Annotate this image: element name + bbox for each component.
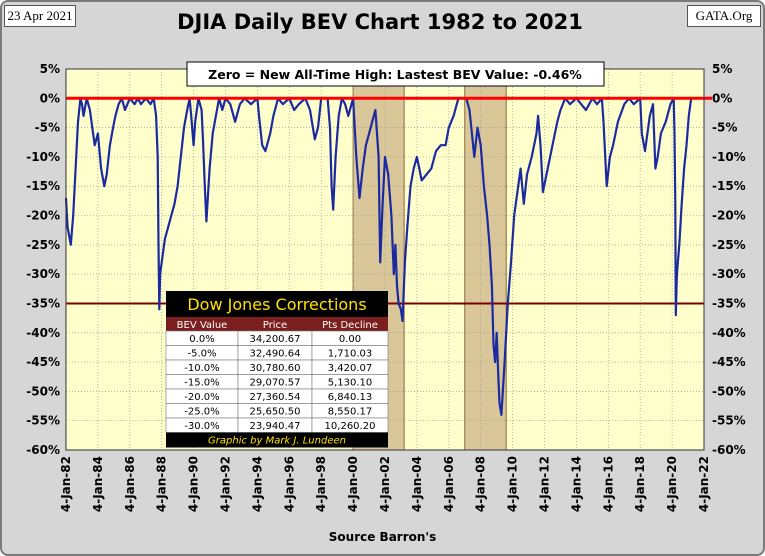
x-tick-label: 4-Jan-10: [506, 456, 520, 512]
y-tick-label-left: -30%: [26, 267, 60, 281]
x-tick-label: 4-Jan-14: [569, 456, 583, 512]
x-tick-label: 4-Jan-84: [91, 456, 105, 512]
y-tick-label-left: -35%: [26, 296, 60, 310]
x-tick-label: 4-Jan-20: [665, 456, 679, 512]
y-tick-label-right: -25%: [712, 238, 746, 252]
brand-label: GATA.Org: [687, 5, 761, 27]
y-tick-label-left: -40%: [26, 326, 60, 340]
x-tick-label: 4-Jan-90: [187, 456, 201, 512]
y-tick-label-right: -10%: [712, 150, 746, 164]
y-tick-label-right: -20%: [712, 209, 746, 223]
table-credit-bar: [166, 432, 388, 448]
y-tick-label-right: 5%: [712, 62, 732, 76]
table-cell: 0.0%: [189, 334, 214, 345]
y-tick-label-left: -25%: [26, 238, 60, 252]
x-tick-label: 4-Jan-96: [282, 456, 296, 512]
y-tick-label-right: -60%: [712, 443, 746, 457]
y-tick-label-left: -20%: [26, 209, 60, 223]
table-cell: 25,650.50: [250, 407, 301, 418]
y-tick-label-right: -30%: [712, 267, 746, 281]
table-cell: -20.0%: [184, 392, 219, 403]
table-cell: 10,260.20: [325, 421, 376, 432]
table-cell: -30.0%: [184, 421, 219, 432]
y-tick-label-right: -35%: [712, 296, 746, 310]
x-tick-label: 4-Jan-22: [697, 456, 711, 512]
table-cell: 3,420.07: [328, 363, 373, 374]
y-tick-label-right: -50%: [712, 384, 746, 398]
chart-title: DJIA Daily BEV Chart 1982 to 2021: [177, 10, 583, 34]
table-cell: 34,200.67: [250, 334, 301, 345]
y-tick-label-left: -10%: [26, 150, 60, 164]
note-text: Zero = New All-Time High: Lastest BEV Va…: [208, 67, 582, 82]
y-tick-label-left: 0%: [40, 91, 60, 105]
table-cell: 30,780.60: [250, 363, 301, 374]
table-title: Dow Jones Corrections: [187, 295, 366, 314]
table-cell: 6,840.13: [328, 392, 373, 403]
y-tick-label-right: -55%: [712, 414, 746, 428]
y-tick-label-left: -15%: [26, 179, 60, 193]
table-cell: 0.00: [339, 334, 361, 345]
table-cell: -25.0%: [184, 407, 219, 418]
x-tick-label: 4-Jan-16: [601, 456, 615, 512]
table-cell: -10.0%: [184, 363, 219, 374]
x-tick-label: 4-Jan-04: [410, 456, 424, 512]
y-tick-label-right: -5%: [712, 121, 737, 135]
x-tick-label: 4-Jan-86: [123, 456, 137, 512]
y-tick-label-left: -50%: [26, 384, 60, 398]
x-tick-label: 4-Jan-18: [633, 456, 647, 512]
table-cell: 23,940.47: [250, 421, 301, 432]
table-header-row: [166, 317, 388, 331]
x-tick-label: 4-Jan-12: [538, 456, 552, 512]
x-tick-label: 4-Jan-94: [250, 456, 264, 512]
table-header-cell: BEV Value: [177, 320, 228, 331]
x-tick-label: 4-Jan-88: [155, 456, 169, 512]
x-tick-label: 4-Jan-82: [59, 456, 73, 512]
x-tick-label: 4-Jan-98: [314, 456, 328, 512]
x-tick-label: 4-Jan-02: [378, 456, 392, 512]
y-tick-label-right: -15%: [712, 179, 746, 193]
table-title-bar: [166, 291, 388, 317]
y-tick-label-right: -45%: [712, 355, 746, 369]
table-cell: -15.0%: [184, 378, 219, 389]
table-cell: 1,710.03: [328, 349, 373, 360]
table-cell: -5.0%: [187, 349, 216, 360]
y-tick-label-left: -55%: [26, 414, 60, 428]
table-header-cell: Pts Decline: [322, 320, 378, 331]
table-cell: 27,360.54: [250, 392, 301, 403]
y-tick-label-left: -60%: [26, 443, 60, 457]
x-tick-label: 4-Jan-92: [219, 456, 233, 512]
bev-series-line: [64, 97, 693, 416]
y-tick-label-right: -40%: [712, 326, 746, 340]
table-cell: 29,070.57: [250, 378, 301, 389]
date-label: 23 Apr 2021: [4, 5, 76, 27]
x-tick-label: 4-Jan-08: [474, 456, 488, 512]
table-credit: Graphic by Mark J. Lundeen: [208, 436, 346, 447]
table-cell: 32,490.64: [250, 349, 301, 360]
table-cell: 8,550.17: [328, 407, 373, 418]
note-box: [186, 61, 605, 87]
corrections-table: Dow Jones Corrections BEV Value Price Pts D…: [165, 291, 389, 448]
table-cell: 5,130.10: [328, 378, 373, 389]
x-tick-label: 4-Jan-06: [442, 456, 456, 512]
y-tick-label-left: -5%: [35, 121, 60, 135]
table-header-cell: Price: [263, 320, 287, 331]
y-tick-label-left: -45%: [26, 355, 60, 369]
y-tick-label-left: 5%: [40, 62, 60, 76]
source-label: Source Barron's: [328, 530, 437, 544]
x-tick-label: 4-Jan-00: [346, 456, 360, 512]
y-tick-label-right: 0%: [712, 91, 732, 105]
